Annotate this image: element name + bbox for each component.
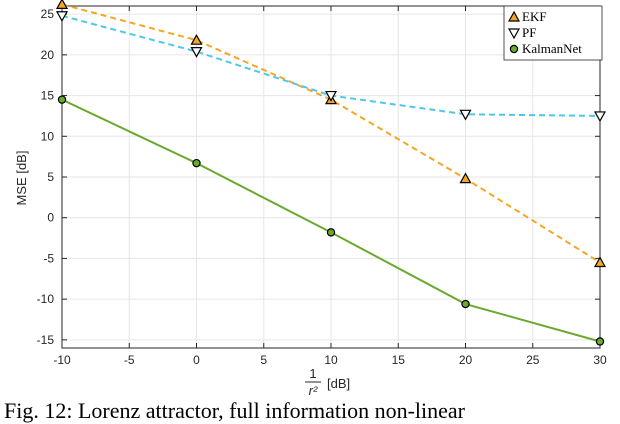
y-tick-label: -15 [37, 333, 55, 347]
series-pf [55, 11, 607, 123]
data-point-pf [459, 109, 472, 121]
x-tick-label: 10 [324, 353, 338, 367]
x-tick-label: -5 [124, 353, 135, 367]
x-axis-label: 1 r² [dB] [305, 366, 350, 398]
legend-box [503, 5, 603, 61]
legend-marker-kalmannet [509, 44, 519, 54]
y-axis-label: MSE [dB] [14, 151, 29, 206]
x-tick-label: 5 [260, 353, 267, 367]
x-tick-label: 30 [593, 353, 607, 367]
y-tick-label: 10 [41, 129, 55, 143]
data-point-pf [324, 90, 338, 102]
x-axis-label-denominator: r² [309, 383, 318, 398]
data-point-ekf [190, 33, 203, 45]
x-tick-label: -10 [53, 353, 71, 367]
data-point-kalmannet [326, 228, 336, 237]
data-point-pf [593, 111, 607, 123]
y-tick-label: 15 [41, 89, 55, 103]
mse-line-chart: -10 -5 0 5 10 15 20 25 30 -15 -10 -5 0 5 10 15 20 25 MSE … [14, 0, 607, 398]
legend-label-kalmannet: KalmanNet [522, 41, 582, 56]
legend-label-ekf: EKF [522, 9, 547, 24]
grid-lines [61, 6, 601, 348]
y-tick-label: 0 [47, 211, 54, 225]
data-point-kalmannet [57, 95, 67, 104]
legend-marker-pf [507, 28, 521, 40]
data-point-pf [190, 46, 203, 58]
legend-marker-ekf [507, 10, 521, 22]
data-point-ekf [55, 0, 69, 9]
data-point-pf [55, 11, 69, 23]
series-line-ekf [61, 3, 601, 264]
x-tick-label: 0 [193, 353, 200, 367]
y-tick-label: 20 [41, 48, 55, 62]
y-tick-label: 25 [41, 7, 55, 21]
x-tick-label: 15 [392, 353, 406, 367]
data-series [55, 0, 607, 346]
data-point-ekf [593, 256, 607, 268]
y-tick-label: 5 [47, 170, 54, 184]
series-kalmannet [57, 95, 605, 346]
x-tick-label: 20 [459, 353, 473, 367]
data-point-kalmannet [595, 337, 605, 346]
legend-label-pf: PF [522, 25, 536, 40]
x-axis-label-unit: [dB] [327, 376, 350, 391]
figure-caption: Fig. 12: Lorenz attractor, full informat… [4, 398, 465, 423]
x-tick-label: 25 [526, 353, 540, 367]
y-tick-label: -5 [43, 251, 54, 265]
y-tick-label: -10 [37, 292, 55, 306]
data-point-ekf [459, 172, 472, 184]
data-point-kalmannet [461, 299, 470, 309]
data-point-kalmannet [192, 158, 201, 168]
x-axis-label-numerator: 1 [309, 366, 316, 381]
